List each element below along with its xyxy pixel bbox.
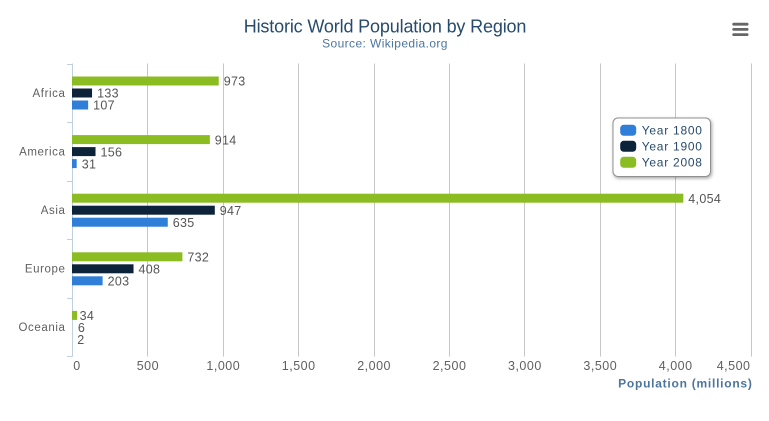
- svg-text:Europe: Europe: [25, 264, 66, 276]
- svg-text:408: 408: [139, 263, 161, 277]
- svg-text:Historic World Population by R: Historic World Population by Region: [244, 17, 527, 37]
- svg-text:635: 635: [173, 216, 195, 230]
- svg-text:0: 0: [73, 359, 80, 373]
- svg-text:914: 914: [215, 133, 237, 147]
- svg-text:156: 156: [101, 145, 123, 159]
- svg-text:Population (millions): Population (millions): [618, 377, 752, 391]
- svg-text:203: 203: [108, 275, 130, 289]
- svg-text:732: 732: [187, 251, 209, 265]
- svg-text:Asia: Asia: [41, 205, 66, 217]
- svg-text:Oceania: Oceania: [18, 322, 65, 334]
- svg-text:2,000: 2,000: [357, 359, 391, 373]
- svg-text:3,500: 3,500: [583, 359, 617, 373]
- svg-text:America: America: [19, 146, 65, 158]
- svg-text:34: 34: [80, 309, 95, 323]
- svg-text:Year 1800: Year 1800: [642, 124, 703, 138]
- svg-text:947: 947: [220, 204, 242, 218]
- svg-text:973: 973: [224, 75, 246, 89]
- svg-text:1,000: 1,000: [206, 359, 240, 373]
- svg-text:31: 31: [82, 157, 97, 171]
- svg-text:133: 133: [97, 87, 119, 101]
- svg-text:1,500: 1,500: [282, 359, 316, 373]
- svg-text:2: 2: [77, 333, 84, 347]
- svg-text:6: 6: [78, 321, 85, 335]
- svg-text:3,000: 3,000: [508, 359, 542, 373]
- svg-text:500: 500: [137, 359, 159, 373]
- svg-text:Year 1900: Year 1900: [642, 140, 703, 154]
- svg-text:4,000: 4,000: [659, 359, 693, 373]
- svg-text:4,054: 4,054: [688, 192, 721, 206]
- svg-text:Africa: Africa: [33, 88, 66, 100]
- svg-text:Source: Wikipedia.org: Source: Wikipedia.org: [322, 37, 448, 51]
- svg-text:Year 2008: Year 2008: [642, 156, 703, 170]
- svg-text:4,500: 4,500: [717, 359, 751, 373]
- svg-text:2,500: 2,500: [433, 359, 467, 373]
- svg-text:107: 107: [93, 99, 115, 113]
